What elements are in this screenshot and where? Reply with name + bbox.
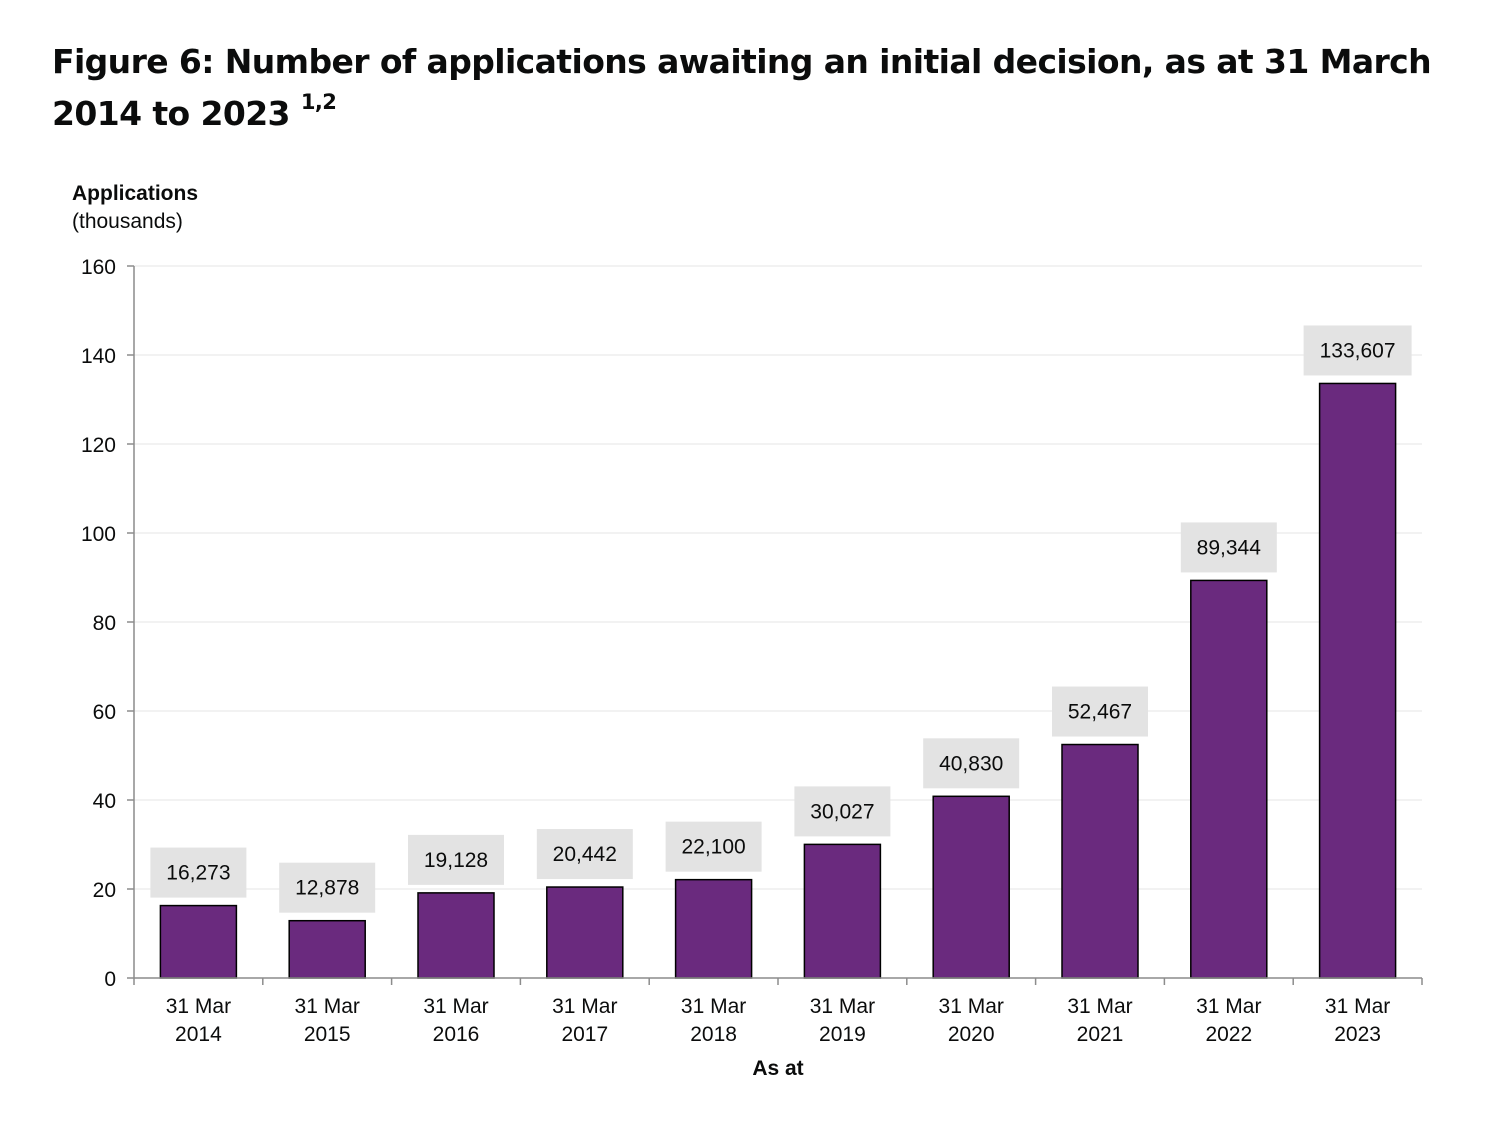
- x-tick-label-line2: 2023: [1334, 1023, 1381, 1046]
- y-axis-label: Applications (thousands): [72, 180, 198, 236]
- data-label-background: [1180, 522, 1277, 573]
- x-tick-label-line2: 2018: [690, 1023, 737, 1046]
- y-tick-label: 60: [93, 701, 116, 724]
- chart-title: Figure 6: Number of applications awaitin…: [52, 36, 1472, 140]
- y-tick-label: 140: [81, 345, 116, 368]
- x-tick-label-line2: 2019: [819, 1023, 866, 1046]
- data-label: 40,830: [923, 738, 1020, 789]
- data-label-text: 89,344: [1197, 536, 1262, 559]
- data-label-background: [408, 834, 504, 885]
- data-label-background: [1052, 686, 1148, 737]
- y-tick-label: 20: [93, 879, 116, 902]
- y-tick-label: 160: [81, 256, 116, 279]
- data-label-background: [279, 862, 376, 913]
- x-tick-label-line1: 31 Mar: [1067, 995, 1132, 1018]
- title-footnote-ref: 1,2: [300, 90, 337, 114]
- bar: [1061, 743, 1139, 979]
- data-label: 12,878: [279, 862, 376, 913]
- x-tick-label-line1: 31 Mar: [1196, 995, 1261, 1018]
- data-label: 30,027: [794, 786, 891, 837]
- bar: [803, 843, 882, 979]
- bar: [417, 892, 495, 979]
- x-tick-label-line1: 31 Mar: [423, 995, 488, 1018]
- data-label-text: 16,273: [166, 862, 230, 885]
- data-label-background: [150, 847, 247, 898]
- chart-title-text: Figure 6: Number of applications awaitin…: [52, 42, 1432, 133]
- data-label-text: 30,027: [810, 800, 874, 823]
- y-tick-label: 100: [81, 523, 116, 546]
- y-tick-label: 80: [93, 612, 116, 635]
- x-tick-label-line2: 2016: [433, 1023, 480, 1046]
- data-label-background: [923, 738, 1020, 789]
- x-tick-label-line2: 2020: [948, 1023, 995, 1046]
- y-axis-label-line1: Applications: [72, 182, 199, 205]
- data-label-text: 20,442: [553, 843, 617, 866]
- data-label-text: 22,100: [681, 836, 745, 859]
- bar: [932, 795, 1010, 979]
- y-tick-label: 40: [93, 790, 116, 813]
- y-tick-label: 120: [81, 434, 116, 457]
- data-label: 19,128: [408, 834, 504, 885]
- data-label: 16,273: [150, 847, 247, 898]
- x-tick-label-line1: 31 Mar: [295, 995, 360, 1018]
- x-tick-label-line1: 31 Mar: [552, 995, 617, 1018]
- bar: [288, 919, 366, 979]
- data-label-background: [665, 821, 762, 872]
- x-tick-label-line1: 31 Mar: [166, 995, 231, 1018]
- data-label-text: 133,607: [1320, 339, 1396, 362]
- bar: [546, 886, 624, 979]
- bar: [159, 904, 238, 979]
- x-tick-label-line2: 2022: [1205, 1023, 1252, 1046]
- data-label: 89,344: [1180, 522, 1277, 573]
- data-label-text: 52,467: [1068, 701, 1132, 724]
- data-label-text: 19,128: [424, 849, 488, 872]
- data-label-background: [1303, 325, 1412, 376]
- x-tick-label-line2: 2015: [304, 1023, 351, 1046]
- data-label-text: 12,878: [295, 877, 359, 900]
- x-axis-label: As at: [752, 1057, 803, 1080]
- x-tick-label-line1: 31 Mar: [1325, 995, 1390, 1018]
- x-tick-label-line2: 2021: [1077, 1023, 1124, 1046]
- x-tick-label-line1: 31 Mar: [681, 995, 746, 1018]
- bar: [674, 878, 753, 979]
- data-label-background: [794, 786, 891, 837]
- data-label: 133,607: [1303, 325, 1412, 376]
- x-tick-label-line2: 2017: [561, 1023, 608, 1046]
- data-label: 20,442: [536, 829, 633, 880]
- data-label-text: 40,830: [939, 752, 1003, 775]
- data-label: 52,467: [1052, 686, 1148, 737]
- x-tick-label-line1: 31 Mar: [810, 995, 875, 1018]
- bar: [1318, 382, 1397, 979]
- y-axis-label-line2: (thousands): [72, 210, 183, 233]
- x-tick-label-line1: 31 Mar: [939, 995, 1004, 1018]
- data-label-background: [536, 829, 633, 880]
- bar: [1190, 579, 1268, 979]
- data-label: 22,100: [665, 821, 762, 872]
- x-tick-label-line2: 2014: [175, 1023, 222, 1046]
- y-tick-label: 0: [104, 968, 116, 991]
